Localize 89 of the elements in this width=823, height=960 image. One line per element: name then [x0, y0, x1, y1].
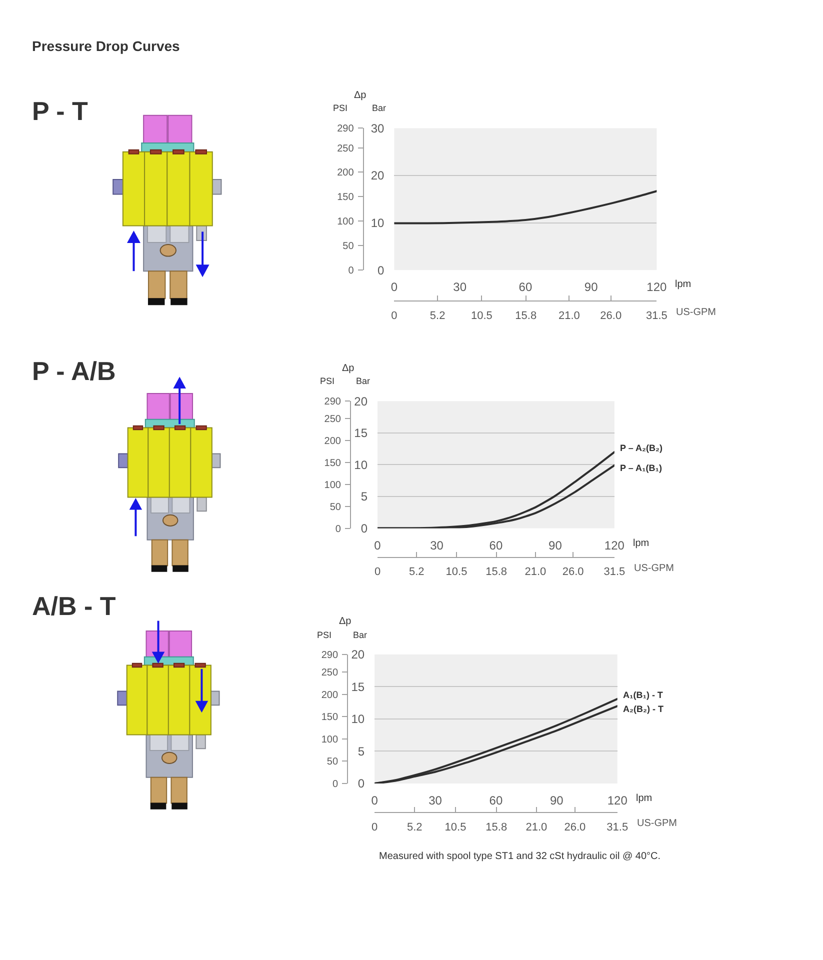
- x2-tick-label: 31.5: [606, 821, 628, 834]
- y-axis-title: Bar: [356, 376, 370, 386]
- x-tick-label: 120: [607, 794, 628, 808]
- y-tick-label: 15: [351, 680, 365, 694]
- y-tick-label: 5: [360, 490, 368, 504]
- y2-tick-label: 100: [321, 734, 338, 746]
- x2-tick-label: 15.8: [515, 310, 537, 322]
- x2-tick-label: 5.2: [407, 821, 422, 834]
- x2-tick-label: 15.8: [486, 821, 508, 834]
- y-tick-label: 30: [370, 121, 385, 136]
- series-label: A₂(B₂) - T: [623, 704, 664, 714]
- text: A/B - T: [32, 591, 116, 621]
- y2-axis-title: PSI: [333, 103, 348, 113]
- y2-tick-label: 0: [332, 779, 338, 790]
- x2-tick-label: 10.5: [471, 310, 492, 322]
- y-axis-title: Bar: [353, 630, 368, 640]
- y-tick-label: 0: [358, 776, 365, 791]
- text: Δp: [339, 616, 352, 627]
- y2-tick-label: 50: [342, 241, 354, 252]
- x2-axis-title: US-GPM: [676, 307, 716, 318]
- text: Δp: [354, 90, 367, 101]
- x-axis-title: lpm: [633, 538, 650, 549]
- x-axis-title: lpm: [675, 279, 692, 290]
- x2-tick-label: 26.0: [564, 821, 586, 834]
- x-tick-label: 30: [428, 794, 442, 808]
- x2-tick-label: 31.5: [604, 566, 626, 578]
- y2-tick-label: 290: [337, 124, 354, 135]
- x2-tick-label: 10.5: [446, 566, 468, 578]
- text: Pressure Drop Curves: [32, 38, 180, 54]
- x-tick-label: 90: [550, 794, 564, 808]
- y2-tick-label: 100: [337, 216, 354, 228]
- x2-tick-label: 10.5: [444, 821, 466, 834]
- x-tick-label: 120: [646, 280, 668, 294]
- y2-axis-title: PSI: [317, 630, 332, 640]
- x-tick-label: 120: [604, 538, 625, 552]
- y2-tick-label: 290: [321, 650, 338, 661]
- text: Δp: [342, 363, 355, 374]
- x2-tick-label: 21.0: [524, 566, 546, 578]
- x-tick-label: 30: [430, 538, 444, 552]
- y-tick-label: 0: [378, 263, 385, 278]
- x2-tick-label: 26.0: [600, 310, 622, 322]
- x2-tick-label: 26.0: [562, 566, 584, 578]
- x2-tick-label: 15.8: [486, 566, 508, 578]
- x2-axis-title: US-GPM: [634, 563, 674, 574]
- y-tick-label: 10: [370, 216, 385, 230]
- series-label: P – A₂(B₂): [620, 443, 663, 453]
- text: P - A/B: [32, 356, 116, 386]
- x-tick-label: 30: [453, 280, 467, 294]
- y2-tick-label: 100: [324, 480, 342, 491]
- y2-tick-label: 200: [337, 168, 354, 179]
- y2-tick-label: 150: [337, 192, 354, 204]
- y2-tick-label: 290: [324, 396, 342, 408]
- y2-tick-label: 200: [324, 436, 342, 448]
- y2-axis-title: PSI: [320, 376, 335, 386]
- x-tick-label: 60: [489, 794, 503, 808]
- y-tick-label: 5: [358, 744, 365, 758]
- x2-tick-label: 21.0: [526, 821, 548, 834]
- y2-tick-label: 200: [321, 690, 338, 701]
- y-tick-label: 10: [351, 712, 365, 726]
- x-tick-label: 60: [518, 280, 532, 294]
- y2-tick-label: 50: [330, 502, 342, 513]
- x-tick-label: 90: [584, 280, 598, 294]
- x2-tick-label: 31.5: [646, 310, 668, 322]
- y-tick-label: 15: [354, 426, 368, 440]
- y2-tick-label: 250: [337, 143, 354, 154]
- y-tick-label: 10: [354, 458, 368, 472]
- x-axis-title: lpm: [636, 793, 652, 804]
- x-tick-label: 0: [390, 280, 398, 294]
- text: Measured with spool type ST1 and 32 cSt hydraulic oil @ 40°C.: [379, 851, 661, 862]
- y-axis-title: Bar: [372, 103, 386, 113]
- y-tick-label: 20: [351, 648, 365, 662]
- y2-tick-label: 250: [324, 414, 342, 426]
- x2-tick-label: 0: [391, 310, 398, 322]
- y2-tick-label: 0: [335, 524, 342, 535]
- y-tick-label: 20: [354, 394, 368, 408]
- x2-tick-label: 5.2: [408, 566, 424, 578]
- y2-tick-label: 250: [321, 668, 338, 679]
- x2-axis-title: US-GPM: [637, 818, 677, 829]
- y-tick-label: 20: [370, 168, 385, 183]
- x2-tick-label: 5.2: [430, 310, 446, 322]
- x-tick-label: 90: [548, 538, 562, 552]
- y-tick-label: 0: [360, 521, 368, 536]
- text: P - T: [32, 96, 88, 126]
- y2-tick-label: 150: [324, 458, 342, 470]
- series-label: A₁(B₁) - T: [623, 690, 664, 700]
- series-label: P – A₁(B₁): [620, 463, 662, 473]
- y2-tick-label: 150: [321, 712, 338, 724]
- y2-tick-label: 50: [326, 756, 338, 768]
- x-tick-label: 60: [489, 538, 503, 552]
